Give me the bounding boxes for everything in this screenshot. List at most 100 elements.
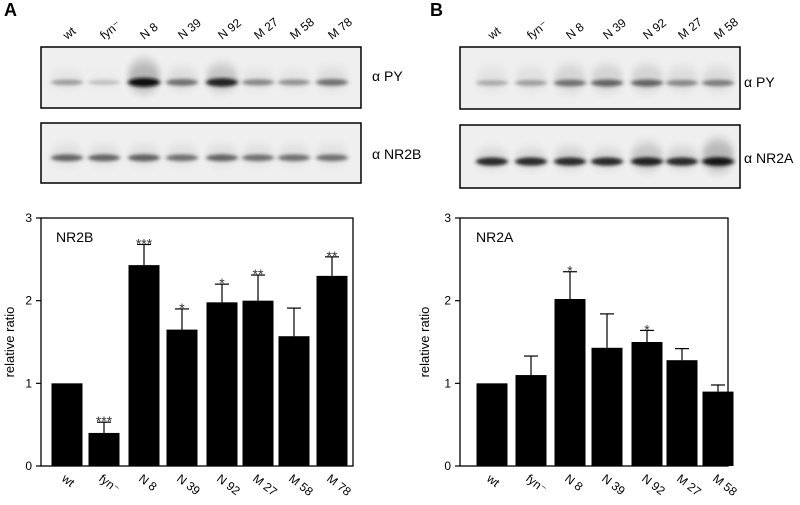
- bar: [206, 302, 238, 466]
- bar: [88, 432, 120, 466]
- blot-band-smear: [702, 139, 734, 172]
- blot-lane-label: N 8: [563, 20, 587, 43]
- panel-letter: B: [430, 0, 443, 20]
- blot-band: [666, 157, 698, 166]
- y-axis-title: relative ratio: [2, 307, 17, 378]
- blot-band-smear: [515, 66, 547, 92]
- blot-lane-label: M 58: [711, 15, 741, 43]
- blot-lane-label: N 92: [640, 16, 669, 43]
- x-tick-label: fyn⁻: [523, 471, 549, 496]
- blot-lane-label: fyn⁻: [97, 18, 123, 43]
- bar: [278, 336, 310, 466]
- blot-band-smear: [128, 60, 160, 93]
- x-tick-label: N 39: [599, 471, 628, 498]
- y-tick-label: 3: [444, 211, 451, 225]
- blot-band: [591, 79, 623, 87]
- blot-band: [242, 79, 274, 86]
- blot-band: [206, 78, 238, 87]
- blot-band: [278, 79, 310, 86]
- x-tick-label: N 8: [562, 471, 586, 494]
- blot-band: [88, 154, 120, 162]
- bar: [166, 329, 198, 466]
- blot-band: [476, 80, 508, 86]
- blot-band-smear: [591, 64, 623, 92]
- significance-marker: *: [179, 300, 185, 316]
- blot-band: [515, 80, 547, 86]
- blot-band: [316, 79, 348, 86]
- bar: [666, 360, 698, 466]
- bar: [128, 265, 160, 466]
- blot-band-smear: [166, 67, 198, 90]
- blot-band: [242, 154, 274, 162]
- blot-lane-label: wt: [484, 24, 503, 43]
- x-tick-label: N 92: [639, 471, 668, 498]
- x-tick-label: M 58: [286, 471, 316, 499]
- significance-marker: *: [644, 321, 650, 337]
- bar: [476, 383, 508, 466]
- x-tick-label: wt: [58, 471, 77, 490]
- blot-lane-label: M 58: [287, 15, 317, 43]
- blot-lane-label: M 78: [325, 15, 355, 43]
- x-tick-label: N 92: [214, 471, 243, 498]
- y-tick-label: 3: [25, 211, 32, 225]
- significance-marker: **: [253, 266, 264, 282]
- blot-label: α PY: [372, 68, 403, 84]
- significance-marker: **: [327, 248, 338, 264]
- blot-band: [702, 157, 734, 166]
- x-tick-label: fyn⁻: [96, 471, 122, 496]
- chart-title: NR2A: [476, 229, 514, 245]
- blot-band: [88, 79, 120, 85]
- blot-band-smear: [631, 143, 663, 171]
- bar: [242, 300, 274, 466]
- blot-band: [206, 154, 238, 162]
- significance-marker: *: [567, 263, 573, 279]
- blot-lane-label: N 92: [215, 16, 244, 43]
- y-tick-label: 0: [25, 459, 32, 473]
- blot-band-smear: [316, 67, 348, 90]
- bar: [631, 342, 663, 466]
- blot-band-smear: [702, 66, 734, 92]
- blot-lane-label: wt: [59, 24, 78, 43]
- x-tick-label: M 27: [674, 471, 704, 499]
- x-tick-label: wt: [483, 471, 502, 490]
- x-tick-label: N 39: [174, 471, 203, 498]
- bar: [554, 299, 586, 466]
- chart-title: NR2B: [56, 229, 93, 245]
- panel-letter: A: [4, 0, 17, 20]
- blot-band: [51, 79, 83, 86]
- significance-marker: *: [219, 275, 225, 291]
- bar: [515, 375, 547, 466]
- significance-marker: ***: [136, 235, 153, 251]
- blot-band: [631, 79, 663, 87]
- blot-band: [316, 154, 348, 162]
- blot-lane-label: N 8: [137, 20, 161, 43]
- significance-marker: ***: [96, 413, 113, 429]
- blot-band: [515, 157, 547, 166]
- blot-label: α NR2B: [372, 146, 421, 162]
- x-tick-label: M 78: [324, 471, 354, 499]
- y-tick-label: 2: [444, 294, 451, 308]
- blot-label: α PY: [744, 74, 775, 90]
- blot-band-smear: [631, 64, 663, 92]
- blot-band: [591, 157, 623, 166]
- blot-band-smear: [666, 66, 698, 92]
- blot-band: [476, 157, 508, 166]
- blot-band: [554, 79, 586, 87]
- blot-lane-label: fyn⁻: [524, 18, 550, 43]
- bar: [702, 391, 734, 466]
- x-tick-label: M 58: [710, 471, 740, 499]
- bar: [51, 383, 83, 466]
- y-tick-label: 1: [25, 376, 32, 390]
- blot-band: [51, 154, 83, 162]
- blot-band: [666, 79, 698, 87]
- blot-band-smear: [206, 63, 238, 92]
- blot-label: α NR2A: [744, 150, 794, 166]
- x-tick-label: M 27: [250, 471, 280, 499]
- blot-lane-label: M 27: [675, 15, 705, 43]
- blot-band: [128, 77, 160, 87]
- blot-band: [166, 79, 198, 86]
- bar: [591, 347, 623, 466]
- blot-lane-label: N 39: [600, 16, 629, 43]
